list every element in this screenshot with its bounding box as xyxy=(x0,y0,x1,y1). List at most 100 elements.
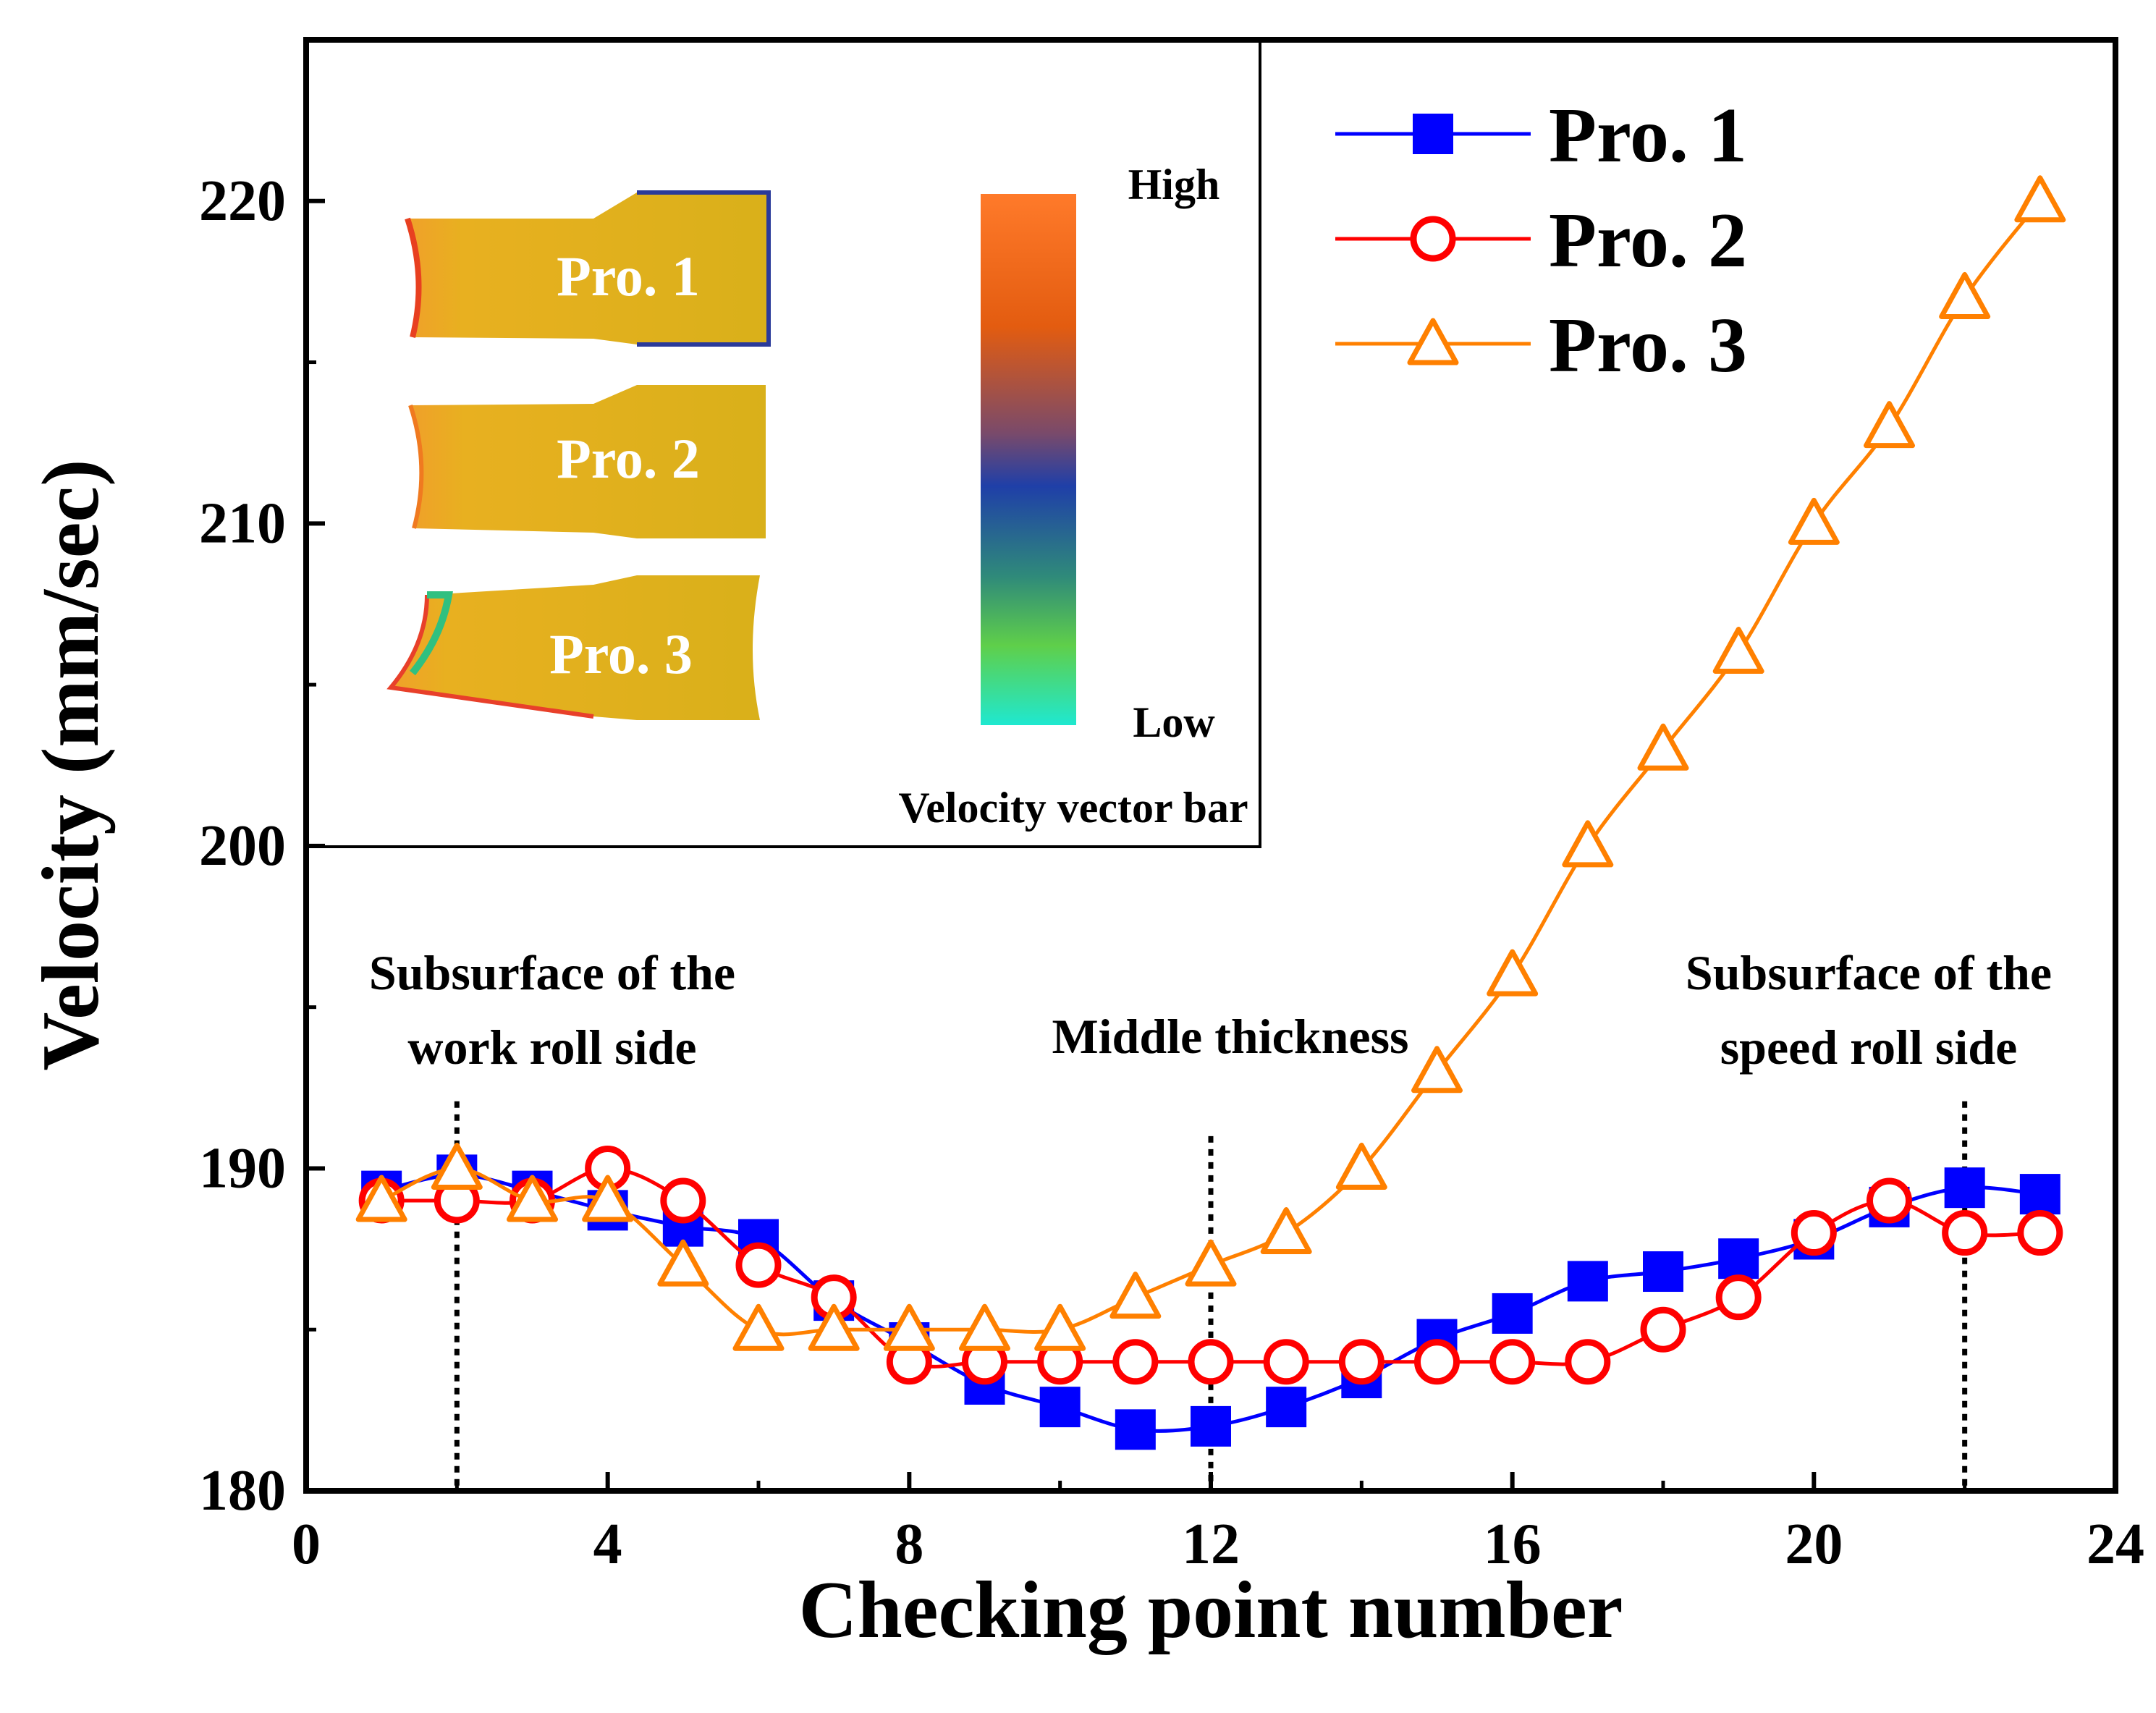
y-tick-label: 200 xyxy=(199,814,286,878)
series-pro-2-point xyxy=(1489,1339,1536,1385)
y-axis-title: Velocity (mm/sec) xyxy=(26,460,116,1071)
velocity-colorbar xyxy=(981,194,1076,725)
series-pro-3-point xyxy=(355,1175,407,1222)
series-pro-3 xyxy=(355,175,2066,1351)
series-pro-1-point xyxy=(1492,1293,1533,1334)
series-pro-3-point xyxy=(1562,820,1614,868)
strip-pro-2: Pro. 2 xyxy=(408,385,766,538)
series-pro-2-point xyxy=(1112,1339,1159,1385)
series-pro-3-point xyxy=(657,1239,709,1287)
legend-pro-1-point xyxy=(1413,114,1453,154)
reference-annotations: Subsurface of the work roll side Middle th… xyxy=(369,945,2052,1491)
x-tick-label: 16 xyxy=(1484,1513,1542,1576)
colorbar-low-label: Low xyxy=(1133,698,1215,746)
series-pro-3-point xyxy=(1034,1303,1086,1351)
series-pro-3-point xyxy=(1864,401,1915,449)
strip-2-shape xyxy=(410,385,766,538)
series-pro-3-point xyxy=(507,1175,558,1222)
series-pro-3-point xyxy=(1712,627,1764,674)
y-tick-label: 180 xyxy=(199,1459,286,1523)
strip-1-label: Pro. 1 xyxy=(557,245,700,308)
series-pro-1-point xyxy=(1643,1251,1683,1293)
series-pro-3-point xyxy=(1185,1239,1237,1287)
series-pro-3-point xyxy=(808,1303,860,1351)
series-pro-3-point xyxy=(1260,1207,1312,1255)
series-pro-2-point xyxy=(1414,1339,1460,1385)
series-pro-3-point xyxy=(1939,271,1991,319)
reference-label: work roll side xyxy=(407,1020,696,1075)
series-pro-2-point xyxy=(1263,1339,1309,1385)
series-pro-2-point xyxy=(1640,1306,1686,1353)
series-pro-2 xyxy=(358,1145,2063,1385)
series-pro-3-point xyxy=(883,1303,935,1351)
legend-pro-3-point xyxy=(1407,318,1459,365)
strip-1-shape xyxy=(407,193,769,344)
strip-pro-1: Pro. 1 xyxy=(405,190,771,347)
series-pro-1-point xyxy=(1191,1405,1231,1447)
strip-2-label: Pro. 2 xyxy=(557,427,700,490)
series-pro-3-point xyxy=(1487,949,1539,997)
x-tick-label: 20 xyxy=(1785,1513,1843,1576)
strip-pro-3: Pro. 3 xyxy=(386,575,760,720)
series-pro-1-point xyxy=(1718,1238,1759,1280)
series-pro-2-point xyxy=(1565,1339,1611,1385)
x-tick-label: 4 xyxy=(593,1513,622,1576)
reference-label: Middle thickness xyxy=(1052,1009,1408,1064)
series-pro-1-point xyxy=(1039,1387,1081,1428)
y-tick-label: 210 xyxy=(199,491,286,555)
series-pro-2-point xyxy=(735,1242,782,1288)
series-pro-2-point xyxy=(1791,1210,1837,1256)
series-pro-3-point xyxy=(732,1303,785,1351)
strip-3-edge xyxy=(386,594,594,719)
legend-label: Pro. 3 xyxy=(1549,303,1747,389)
series-pro-3-point xyxy=(1637,723,1689,771)
series-pro-1-point xyxy=(1115,1409,1156,1450)
series-layer xyxy=(355,175,2066,1450)
series-pro-3-point xyxy=(431,1142,483,1190)
legend-label: Pro. 2 xyxy=(1549,198,1747,284)
strip-1-right-edge xyxy=(637,190,771,347)
series-pro-1-point xyxy=(2019,1174,2060,1215)
y-tick-label: 190 xyxy=(199,1136,286,1200)
x-tick-label: 8 xyxy=(895,1513,923,1576)
strip-1-edge xyxy=(405,217,422,338)
series-pro-3-point xyxy=(1335,1142,1387,1190)
x-tick-label: 0 xyxy=(292,1513,321,1576)
reference-label: Subsurface of the xyxy=(369,945,735,1000)
series-pro-3-point xyxy=(1788,497,1840,545)
reference-label: speed roll side xyxy=(1720,1020,2018,1075)
strip-3-label: Pro. 3 xyxy=(549,622,693,685)
series-pro-2-point xyxy=(1867,1177,1912,1224)
series-pro-2-point xyxy=(1338,1339,1385,1385)
series-pro-3-point xyxy=(582,1175,634,1222)
legend: Pro. 1 Pro. 2 Pro. 3 xyxy=(1335,93,1747,389)
series-pro-1-point xyxy=(1944,1167,1985,1209)
series-pro-2-point xyxy=(660,1177,706,1224)
strip-3-shape xyxy=(391,575,760,720)
inset-panel: Pro. 1 Pro. 2 Pro. 3 High Low Velocity v… xyxy=(305,38,1261,848)
y-tick-label: 220 xyxy=(199,169,286,233)
series-pro-3-point xyxy=(1109,1272,1162,1319)
x-tick-label: 24 xyxy=(2087,1513,2144,1576)
x-axis-title: Checking point number xyxy=(799,1565,1623,1655)
strip-3-cyan-edge xyxy=(410,591,453,676)
series-pro-3-point xyxy=(2014,175,2066,223)
legend-pro-2-point xyxy=(1410,216,1456,262)
series-pro-2-point xyxy=(1715,1274,1762,1321)
strip-2-edge xyxy=(408,405,424,529)
reference-label: Subsurface of the xyxy=(1686,945,2052,1000)
series-pro-1-point xyxy=(1567,1261,1608,1302)
series-pro-2-point xyxy=(1188,1339,1234,1385)
colorbar-title: Velocity vector bar xyxy=(898,784,1248,832)
colorbar-high-label: High xyxy=(1128,161,1220,208)
series-pro-3-point xyxy=(959,1303,1010,1351)
series-pro-3-point xyxy=(1411,1046,1463,1094)
x-tick-label: 12 xyxy=(1182,1513,1240,1576)
legend-label: Pro. 1 xyxy=(1549,93,1747,179)
axis-ticks: 0 4 8 12 16 20 24 180 190 200 210 220 xyxy=(199,169,2144,1576)
series-pro-1-point xyxy=(1266,1387,1307,1428)
series-pro-2-point xyxy=(2017,1210,2063,1256)
series-pro-2-point xyxy=(1942,1210,1988,1256)
